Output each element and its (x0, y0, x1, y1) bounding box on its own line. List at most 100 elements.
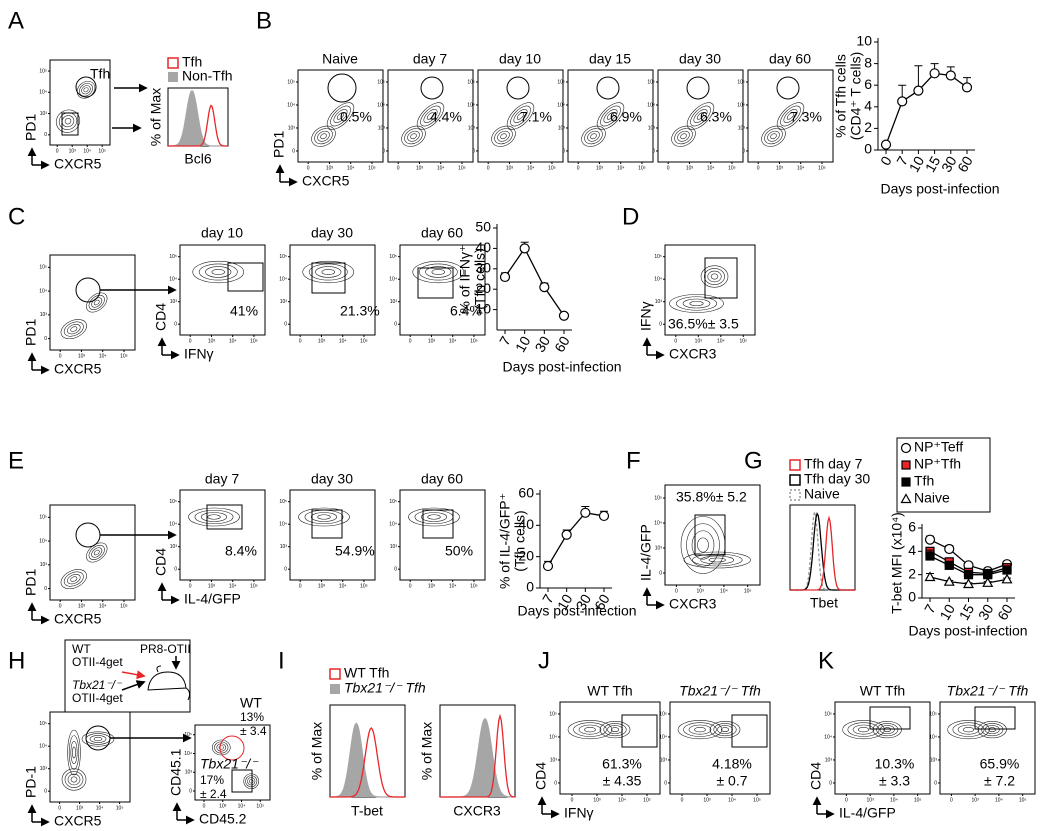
contour (957, 724, 980, 735)
y-tick-label: 6 (864, 76, 872, 92)
flow-tick-label: 10⁵ (389, 254, 397, 260)
flow-tick-label: 0 (174, 322, 177, 328)
panel-letter: J (538, 647, 550, 674)
flow-tick-label: 10³ (776, 165, 784, 171)
y-tick-label: 20 (518, 547, 534, 563)
legend-label: NP⁺Tfh (914, 456, 961, 472)
contour (708, 557, 726, 563)
panel-letter: F (626, 447, 641, 474)
contour (513, 109, 528, 123)
x-tick-label: 30 (572, 591, 594, 613)
arrow (121, 670, 146, 680)
flow-tick-label: 10³ (219, 803, 227, 809)
contour (427, 514, 441, 520)
flow-tick-label: 10⁵ (184, 732, 192, 738)
axis-label: IL-4/GFP (638, 524, 654, 581)
arrow (121, 680, 146, 691)
flow-tick-label: 10⁵ (824, 711, 832, 717)
flow-tick-label: 0 (189, 583, 192, 589)
plot-title: day 60 (421, 471, 463, 487)
flow-tick-label: 0 (845, 797, 848, 803)
percent-label: ± 7.2 (984, 773, 1015, 789)
contour (510, 105, 531, 127)
point (924, 571, 936, 582)
x-tick-label: 7 (496, 333, 514, 348)
flow-tick-label: 10³ (660, 757, 668, 763)
axis-label: CD4 (153, 548, 169, 576)
legend-label: Naive (804, 486, 840, 502)
contour (694, 726, 706, 733)
contour (401, 125, 426, 147)
contour (198, 263, 238, 281)
point (897, 96, 908, 107)
gate (227, 262, 264, 292)
percent-label: ± 3.3 (879, 773, 910, 789)
percent-label: 21.3% (340, 303, 380, 319)
flow-tick-label: 10⁵ (39, 265, 47, 271)
flow-tick-label: 10⁴ (83, 148, 91, 154)
flow-tick-label: 10⁴ (717, 338, 725, 344)
flow-tick-label: 0 (472, 148, 475, 154)
flow-tick-label: 10⁴ (467, 102, 475, 108)
contour (64, 118, 72, 125)
contour (578, 724, 602, 735)
axis-label: % of Max (419, 722, 435, 780)
contour (984, 725, 1000, 735)
flow-plot-frame (834, 701, 931, 795)
y-tick-label: 0 (526, 579, 534, 595)
percent-label: 6.4% (450, 303, 482, 319)
contour (60, 319, 87, 340)
percent-label: 35.8%± 5.2 (676, 489, 747, 505)
contour (412, 260, 465, 284)
flow-tick-label: 0 (487, 165, 490, 171)
series-line (504, 247, 565, 317)
flow-tick-label: 0 (554, 780, 557, 786)
flow-plot-frame (559, 701, 661, 795)
flow-tick-label: 0 (189, 788, 192, 794)
x-axis-label: Days post-infection (908, 623, 1027, 639)
point (880, 139, 892, 150)
contour (600, 105, 621, 127)
flow-tick-label: 10⁵ (250, 338, 258, 344)
contour (876, 723, 899, 737)
x-axis-label: Days post-infection (880, 181, 999, 197)
contour (692, 553, 743, 567)
flow-tick-label: 10³ (208, 583, 216, 589)
contour (603, 723, 627, 737)
flow-tick-label: 10⁵ (557, 79, 565, 85)
flow-tick-label: 10³ (697, 588, 705, 594)
flow-tick-label: 10³ (593, 797, 601, 803)
contour (408, 507, 460, 527)
point (558, 310, 570, 321)
contour (761, 125, 786, 147)
panel-letter: I (278, 647, 285, 674)
contour (947, 720, 990, 740)
contour (61, 115, 75, 128)
flow-tick-label: 10⁴ (728, 797, 736, 803)
gate (776, 76, 800, 100)
flow-tick-label: 10⁵ (659, 711, 667, 717)
flow-tick-label: 10⁴ (39, 538, 47, 544)
contour (211, 739, 231, 756)
legend-label: Tfh (182, 54, 202, 70)
flow-tick-label: 0 (59, 603, 62, 609)
flow-tick-label: 10³ (40, 766, 48, 772)
contour (308, 263, 348, 281)
flow-tick-label: 10⁵ (389, 499, 397, 505)
legend-swatch (789, 474, 801, 486)
x-tick-label: 30 (975, 601, 997, 623)
contour (81, 731, 115, 747)
flow-tick-label: 10³ (558, 125, 566, 131)
contour (67, 573, 81, 585)
point (924, 534, 936, 545)
contour (981, 723, 1004, 737)
flow-tick-label: 10⁵ (1019, 797, 1027, 803)
diagram-label: Tbx21⁻/⁻ (72, 678, 123, 692)
contour (500, 133, 507, 140)
percent-label: ± 2.4 (200, 787, 227, 801)
contour (67, 729, 81, 776)
contour (783, 109, 798, 123)
mouse-icon (147, 665, 191, 701)
contour (89, 735, 107, 743)
histogram-curve (790, 515, 855, 591)
